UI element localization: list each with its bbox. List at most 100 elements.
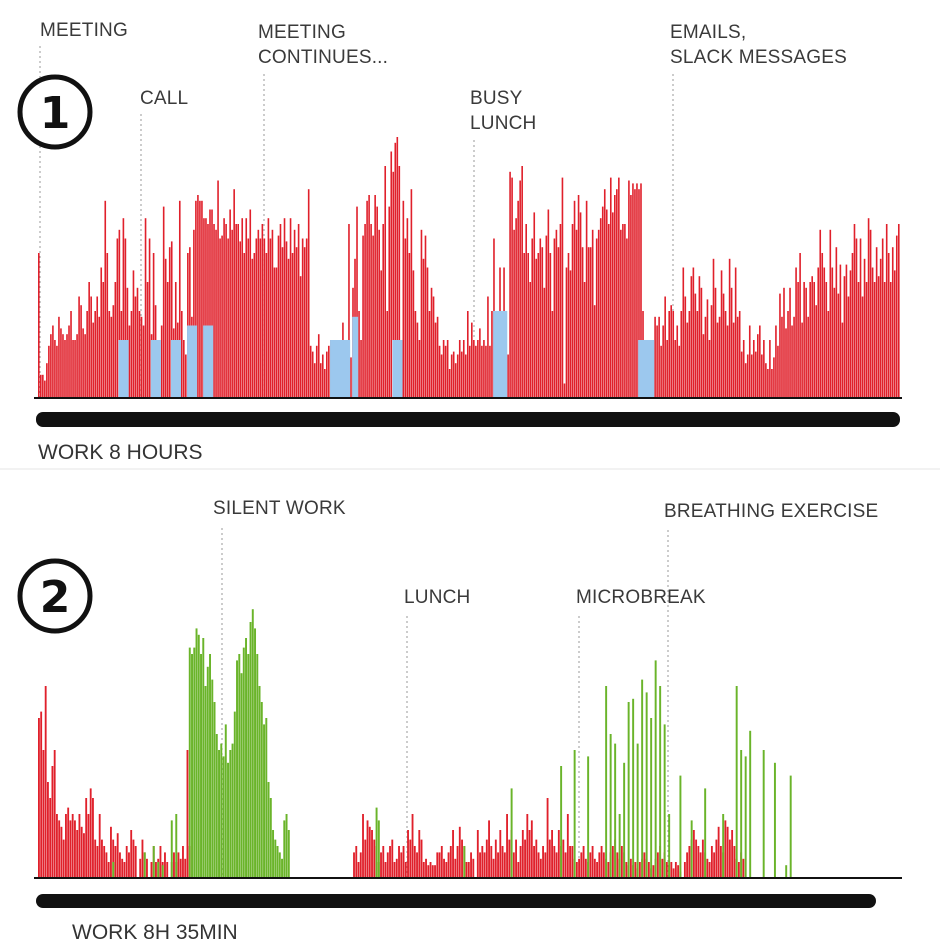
stress-bar	[92, 322, 94, 398]
stress-bar	[589, 852, 592, 878]
stress-bar	[376, 206, 378, 398]
stress-chart-workday-1: WORK 8 HOURS MEETING CALL MEETING CONTINUES.…	[17, 20, 902, 464]
stress-bar	[51, 766, 54, 878]
stress-bar	[678, 345, 681, 398]
stress-bar	[255, 238, 258, 398]
stress-bar	[60, 328, 62, 398]
stress-bar	[597, 229, 600, 398]
stress-bar	[358, 311, 360, 398]
stress-bar	[420, 229, 423, 398]
stress-bar	[271, 229, 274, 398]
stress-bar	[775, 325, 777, 398]
stress-bar	[809, 282, 811, 398]
stress-bar	[545, 235, 548, 398]
stress-bar	[825, 282, 828, 398]
stress-bar	[295, 247, 298, 398]
calm-bar	[206, 666, 209, 878]
stress-bar	[517, 200, 519, 398]
stress-bar	[86, 311, 88, 398]
stress-bar	[700, 287, 703, 398]
stress-bar	[596, 862, 599, 878]
stress-bar	[291, 253, 294, 398]
calm-bar	[211, 679, 214, 878]
stress-bar	[233, 189, 235, 398]
calm-bar	[254, 628, 257, 878]
stress-bar	[103, 846, 106, 878]
rest-segment	[203, 325, 214, 398]
calm-bar	[663, 724, 666, 878]
stress-bar	[706, 299, 709, 398]
stress-bar	[525, 224, 527, 398]
stress-bar	[530, 820, 533, 878]
stress-bar	[531, 238, 534, 398]
stress-bar	[682, 267, 685, 398]
calm-bar	[587, 756, 590, 878]
calm-bar	[623, 762, 626, 878]
stress-bar	[442, 340, 445, 398]
stress-bar	[487, 296, 489, 398]
stress-bar	[805, 287, 807, 398]
stress-bar	[408, 253, 411, 398]
stress-bar	[393, 862, 396, 878]
stress-bar	[253, 253, 256, 398]
stress-bar	[879, 258, 882, 398]
calm-bar	[193, 647, 196, 878]
stress-bar	[589, 247, 592, 398]
stress-bar	[69, 820, 72, 878]
stress-bar	[425, 858, 427, 878]
stress-bar	[364, 224, 366, 398]
stress-bar	[694, 293, 697, 398]
stress-bar	[319, 363, 322, 398]
calm-bar	[287, 830, 290, 878]
stress-bar	[138, 311, 141, 398]
stress-bar	[546, 798, 549, 878]
calm-bar	[195, 628, 198, 878]
stress-bar	[431, 865, 434, 878]
stress-bar	[53, 750, 56, 878]
stress-bar	[583, 282, 586, 398]
stress-bar	[571, 846, 574, 878]
calm-bar	[281, 858, 284, 878]
stress-bar	[362, 235, 364, 398]
stress-bar	[742, 858, 745, 878]
stress-bar	[485, 345, 487, 398]
calm-bar	[274, 839, 277, 878]
stress-bar	[412, 270, 415, 398]
stress-bar	[321, 354, 324, 398]
stress-bar	[195, 200, 197, 398]
stress-bar	[829, 229, 832, 398]
stress-bar	[130, 830, 133, 878]
stress-bar	[237, 224, 239, 398]
stress-bar	[444, 345, 447, 398]
stress-bar	[168, 247, 171, 398]
rest-segment	[118, 340, 129, 398]
stress-bar	[638, 862, 641, 878]
stress-bar	[477, 340, 479, 398]
stress-bar	[479, 328, 481, 398]
stress-bar	[209, 209, 211, 398]
stress-bar	[148, 238, 151, 398]
stress-bar	[265, 253, 268, 398]
stress-bar	[418, 340, 421, 398]
stress-bar	[626, 238, 628, 398]
stress-bar	[235, 224, 237, 398]
calm-bar	[773, 762, 776, 878]
stress-bar	[72, 340, 74, 398]
calm-bar	[161, 865, 164, 878]
stress-bar	[350, 357, 352, 398]
stress-bar	[827, 311, 830, 398]
stress-bar	[140, 316, 143, 398]
stress-bar	[186, 750, 189, 878]
stress-bar	[368, 826, 371, 878]
calm-bar	[238, 654, 241, 878]
stress-bar	[436, 316, 439, 398]
stress-bar	[539, 858, 542, 878]
stress-bar	[609, 177, 612, 398]
stress-bar	[584, 858, 587, 878]
stress-bar	[313, 363, 316, 398]
stress-bar	[724, 820, 727, 878]
stress-bar	[396, 137, 399, 398]
stress-bar	[542, 846, 544, 878]
stress-bar	[665, 862, 668, 878]
stress-bar	[273, 267, 276, 398]
